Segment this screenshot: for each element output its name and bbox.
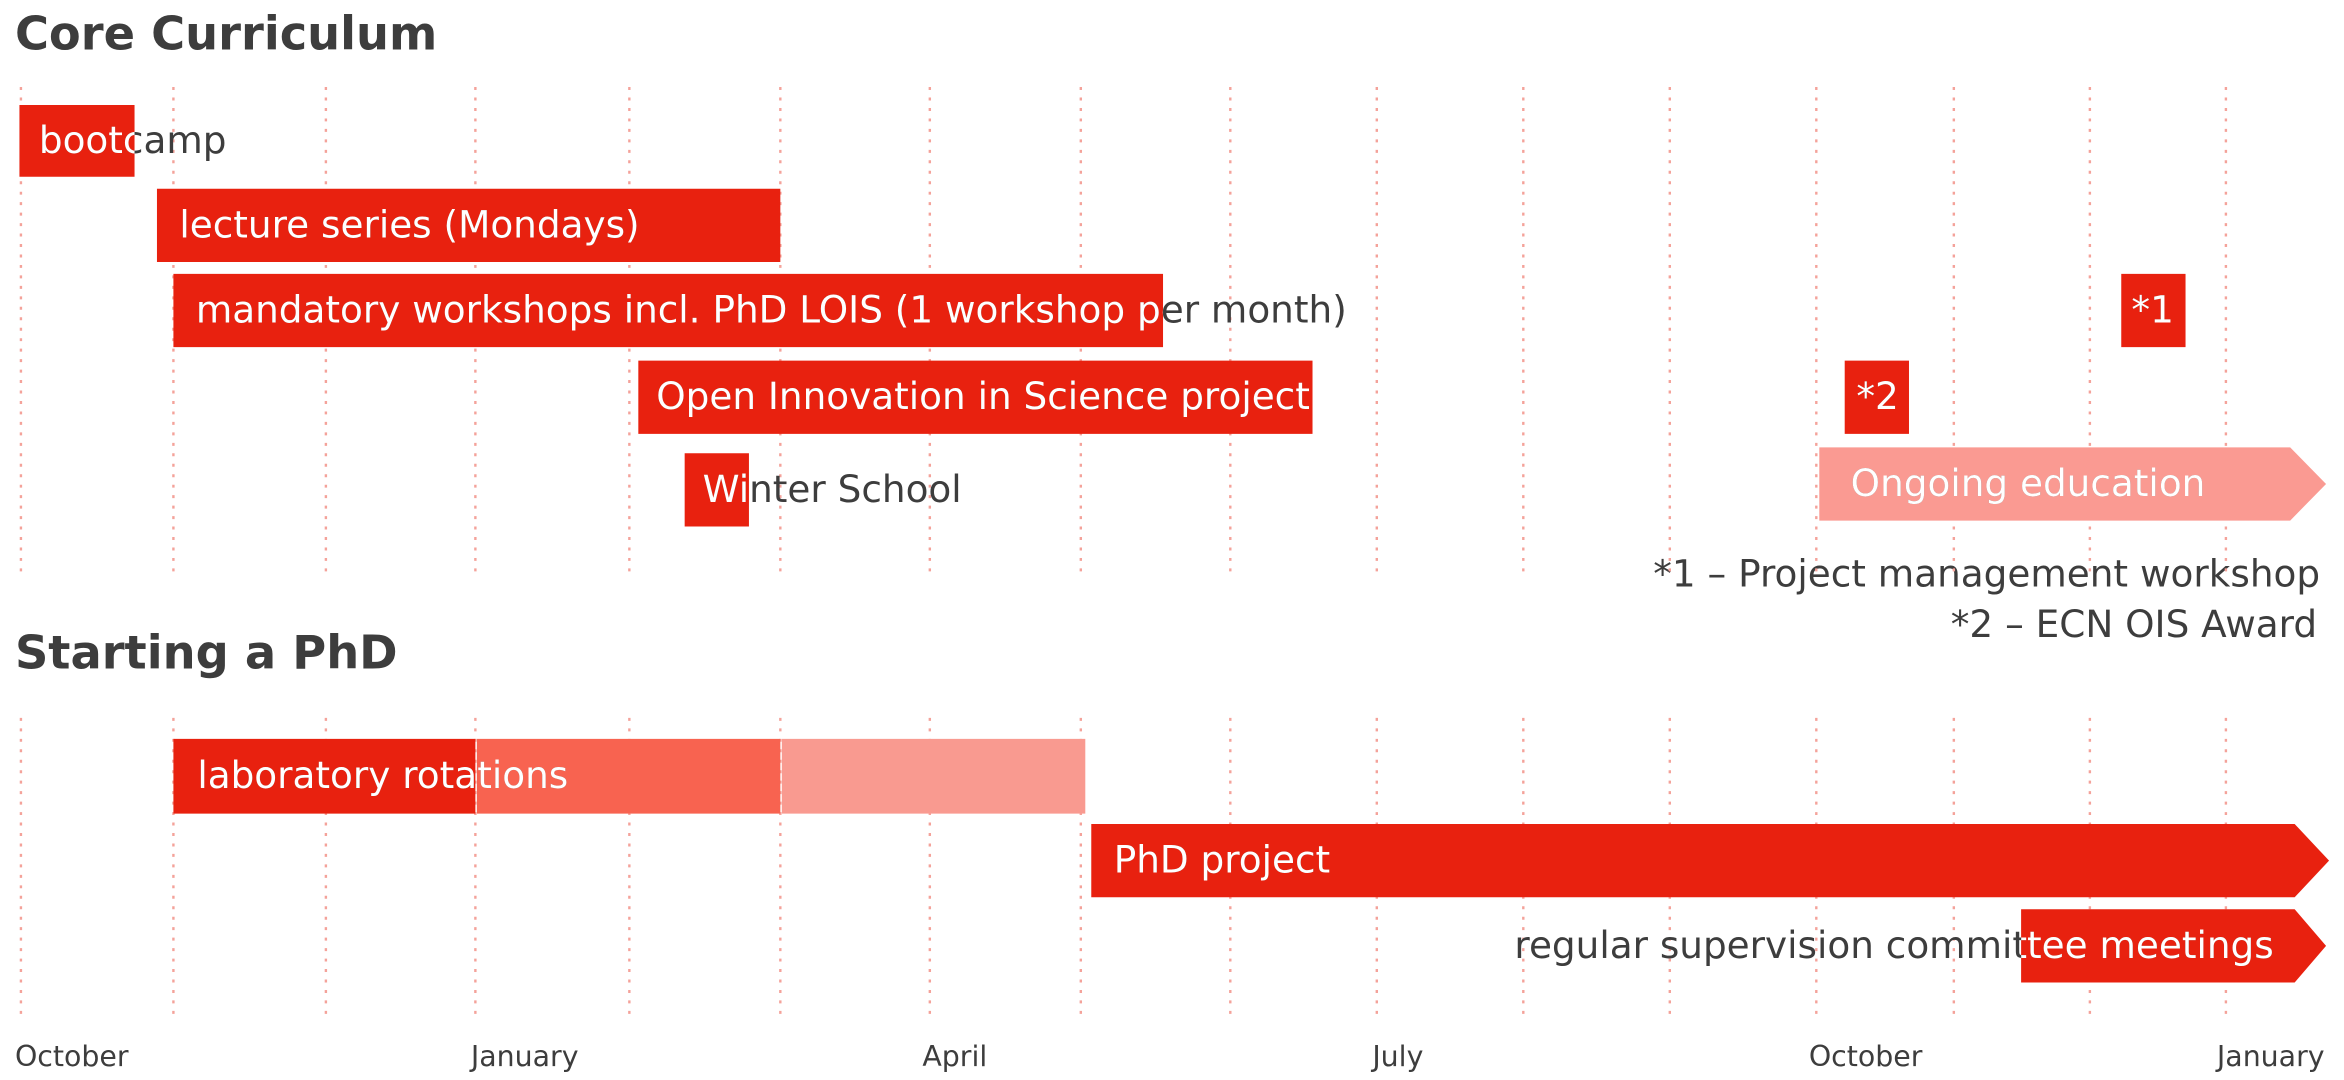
footnote: *2 – ECN OIS Award	[1951, 602, 2317, 646]
bar-label: laboratory rotations	[197, 753, 568, 797]
bar-label: Open Innovation in Science project	[656, 374, 1310, 418]
month-label: April	[922, 1040, 987, 1073]
bar-label: mandatory workshops incl. PhD LOIS (1 wo…	[196, 288, 1347, 332]
bar	[1091, 824, 2330, 898]
bar	[1819, 447, 2327, 521]
bar-label: PhD project	[1114, 838, 1331, 882]
footnote: *1 – Project management workshop	[1653, 551, 2320, 595]
bar-label: bootcamp	[39, 118, 227, 162]
bar-label: *1	[2131, 288, 2173, 332]
bar-label: Ongoing education	[1851, 461, 2206, 505]
bar-label: Open Innovation in Science project	[656, 374, 1310, 418]
section-title: Core Curriculum	[15, 7, 437, 61]
bar	[2021, 909, 2327, 983]
bar	[173, 273, 1164, 348]
bar-label: Winter School	[703, 467, 962, 511]
bar-label: lecture series (Mondays)	[179, 202, 639, 246]
bar-label: regular supervision committee meetings	[1514, 923, 2273, 967]
bar-label: bootcamp	[39, 118, 227, 162]
bar	[684, 453, 749, 527]
bar-label: laboratory rotations	[197, 753, 568, 797]
bar	[19, 104, 135, 177]
bar	[2121, 273, 2186, 348]
month-label: October	[15, 1040, 129, 1073]
bar-label: Winter School	[703, 467, 962, 511]
bar	[156, 188, 781, 262]
bar	[1844, 360, 1909, 434]
bar-label: *2	[1856, 374, 1898, 418]
bar-label: lecture series (Mondays)	[179, 202, 639, 246]
bar	[173, 738, 476, 814]
bar	[781, 738, 1086, 814]
month-label: July	[1370, 1040, 1423, 1073]
section-title: Starting a PhD	[15, 626, 398, 680]
bar-label: Ongoing education	[1851, 461, 2206, 505]
bar-label: regular supervision committee meetings	[1514, 923, 2273, 967]
bar-label: *2	[1856, 374, 1898, 418]
bar	[476, 738, 781, 814]
bar-label: mandatory workshops incl. PhD LOIS (1 wo…	[196, 288, 1347, 332]
month-label: January	[2215, 1040, 2325, 1073]
bar	[638, 360, 1313, 434]
bar-label: *1	[2131, 288, 2173, 332]
month-label: October	[1809, 1040, 1923, 1073]
bar-label: PhD project	[1114, 838, 1331, 882]
month-label: January	[469, 1040, 579, 1073]
